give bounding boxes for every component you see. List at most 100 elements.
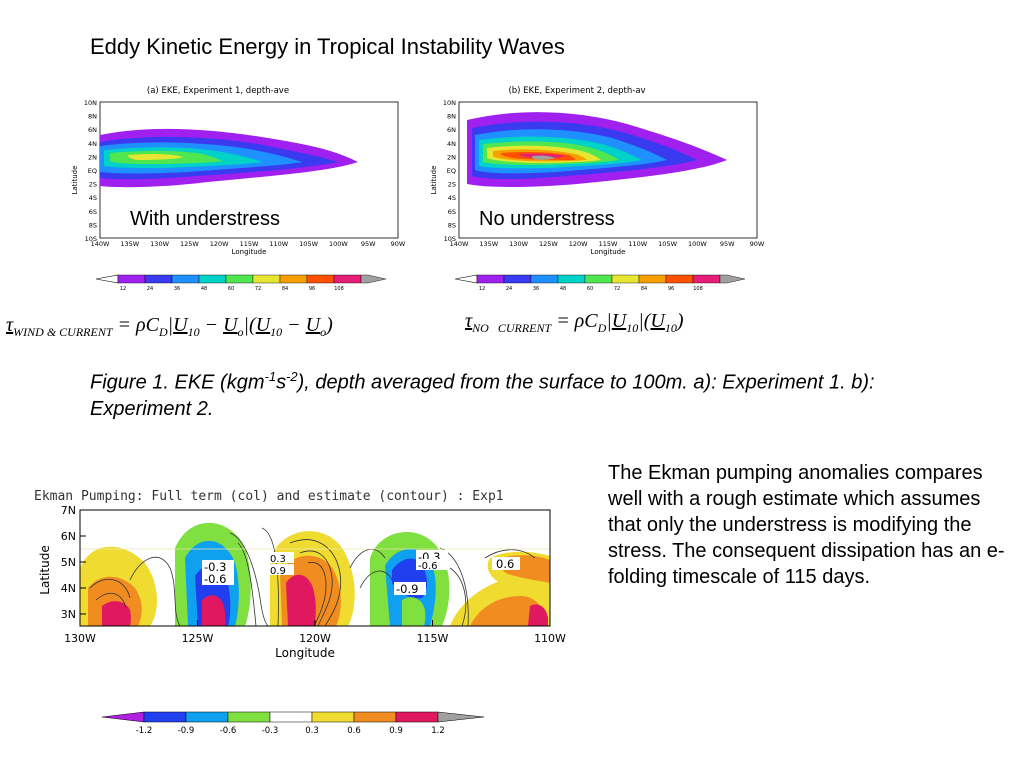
equation-no-current: τNO CURRENT = ρCD|U10|(U10): [465, 310, 684, 335]
ekman-colorbar: -1.2 -0.9 -0.6 -0.3 0.3 0.6 0.9 1.2: [101, 711, 485, 736]
eke-panel-b: (b) EKE, Experiment 2, depth-av Latitude…: [430, 86, 765, 292]
contour-label: -0.9: [396, 582, 418, 596]
xtick: 140W: [91, 240, 110, 248]
colorbar-tick: -0.3: [262, 726, 279, 736]
colorbar-tick: 108: [334, 286, 344, 292]
colorbar-tick: 48: [201, 286, 207, 292]
caption-sup1: -1: [264, 369, 277, 384]
ekman-xticks: 130W 125W 120W 115W 110W: [64, 632, 566, 645]
xtick: 115W: [417, 632, 449, 645]
panel-b-colorbar: 12 24 36 48 60 72 84 96 108: [454, 274, 746, 292]
ytick: 10N: [84, 99, 97, 107]
xtick: 125W: [182, 632, 214, 645]
panel-a-field: [100, 128, 358, 188]
xtick: 130W: [509, 240, 528, 248]
xtick: 125W: [180, 240, 199, 248]
panel-b-xticks: 140W 135W 130W 125W 120W 115W 110W 105W …: [450, 240, 765, 248]
ytick: 8S: [448, 221, 456, 229]
xtick: 100W: [329, 240, 348, 248]
body-text: The Ekman pumping anomalies compares wel…: [608, 462, 1005, 588]
ekman-title: Ekman Pumping: Full term (col) and estim…: [34, 489, 504, 504]
xtick: 115W: [599, 240, 618, 248]
ytick: 5N: [61, 556, 76, 569]
panel-b-ylabel: Latitude: [430, 166, 438, 195]
colorbar-tick: 96: [309, 286, 315, 292]
ytick: 6S: [448, 208, 456, 216]
ytick: 4N: [88, 140, 97, 148]
ytick: 3N: [61, 608, 76, 621]
xtick: 110W: [269, 240, 288, 248]
xtick: 90W: [750, 240, 765, 248]
ytick: 2S: [89, 181, 97, 189]
colorbar-tick: 84: [641, 286, 647, 292]
ekman-yticks: 7N 6N 5N 4N 3N: [61, 504, 76, 621]
ytick: 8N: [447, 113, 456, 121]
xtick: 105W: [299, 240, 318, 248]
colorbar-tick: 12: [120, 286, 126, 292]
caption-prefix: Figure 1. EKE (kgm: [90, 371, 265, 394]
slide-title: Eddy Kinetic Energy in Tropical Instabil…: [90, 34, 565, 59]
panel-b-yticks: 10N 8N 6N 4N 2N EQ 2S 4S 6S 8S 10S: [443, 99, 456, 243]
ekman-pumping-figure: Ekman Pumping: Full term (col) and estim…: [34, 489, 566, 736]
ytick: 6N: [447, 126, 456, 134]
colorbar-tick: -0.9: [178, 726, 195, 736]
panel-a-xlabel: Longitude: [232, 248, 267, 256]
xtick: 130W: [64, 632, 96, 645]
panel-b-xlabel: Longitude: [591, 248, 626, 256]
ytick: 8N: [88, 113, 97, 121]
ytick: 10N: [443, 99, 456, 107]
ytick: 4N: [61, 582, 76, 595]
ytick: 4S: [89, 194, 97, 202]
equation-wind-current: τWIND & CURRENT = ρCD|U10 − Uo|(U10 − Uo…: [6, 314, 333, 339]
panel-a-ylabel: Latitude: [71, 166, 79, 195]
panel-a-label: With understress: [130, 208, 280, 230]
xtick: 115W: [240, 240, 259, 248]
contour-label: 0.6: [496, 557, 514, 571]
colorbar-tick: 36: [533, 286, 539, 292]
ytick: 6N: [61, 530, 76, 543]
xtick: 110W: [628, 240, 647, 248]
contour-label: -0.6: [418, 561, 438, 572]
ytick: 8S: [89, 221, 97, 229]
eke-panel-a: (a) EKE, Experiment 1, depth-ave Latitud…: [71, 86, 406, 292]
xtick: 120W: [210, 240, 229, 248]
colorbar-tick: 12: [479, 286, 485, 292]
colorbar-tick: 0.9: [389, 726, 403, 736]
colorbar-tick: 48: [560, 286, 566, 292]
xtick: 105W: [658, 240, 677, 248]
colorbar-tick: 84: [282, 286, 288, 292]
xtick: 130W: [150, 240, 169, 248]
xtick: 120W: [299, 632, 331, 645]
ytick: EQ: [88, 167, 97, 175]
colorbar-tick: 0.6: [347, 726, 361, 736]
xtick: 110W: [534, 632, 566, 645]
colorbar-tick: 60: [228, 286, 234, 292]
panel-a-yticks: 10N 8N 6N 4N 2N EQ 2S 4S 6S 8S 10S: [84, 99, 97, 243]
xtick: 120W: [569, 240, 588, 248]
xtick: 95W: [361, 240, 376, 248]
xtick: 90W: [391, 240, 406, 248]
colorbar-tick: 36: [174, 286, 180, 292]
caption-mid: s: [276, 371, 287, 394]
ytick: 10S: [444, 235, 456, 243]
xtick: 100W: [688, 240, 707, 248]
figure-caption: Figure 1. EKE (kgm-1s-2), depth averaged…: [90, 364, 930, 422]
ekman-xlabel: Longitude: [275, 646, 335, 660]
xtick: 135W: [479, 240, 498, 248]
contour-label: 0.3: [270, 554, 286, 565]
colorbar-tick: 24: [506, 286, 512, 292]
ytick: 2N: [88, 153, 97, 161]
ytick: 10S: [85, 235, 97, 243]
colorbar-tick: 108: [693, 286, 703, 292]
ytick: 6S: [89, 208, 97, 216]
colorbar-tick: 1.2: [431, 726, 445, 736]
xtick: 135W: [120, 240, 139, 248]
caption-sup2: -2: [286, 369, 298, 384]
panel-a-header: (a) EKE, Experiment 1, depth-ave: [147, 86, 289, 96]
ytick: 2N: [447, 153, 456, 161]
ekman-ylabel: Latitude: [38, 545, 52, 594]
panel-b-label: No understress: [479, 208, 615, 230]
ytick: EQ: [447, 167, 456, 175]
xtick: 95W: [720, 240, 735, 248]
caption-suffix: ), depth averaged from the surface to 10…: [90, 371, 875, 420]
